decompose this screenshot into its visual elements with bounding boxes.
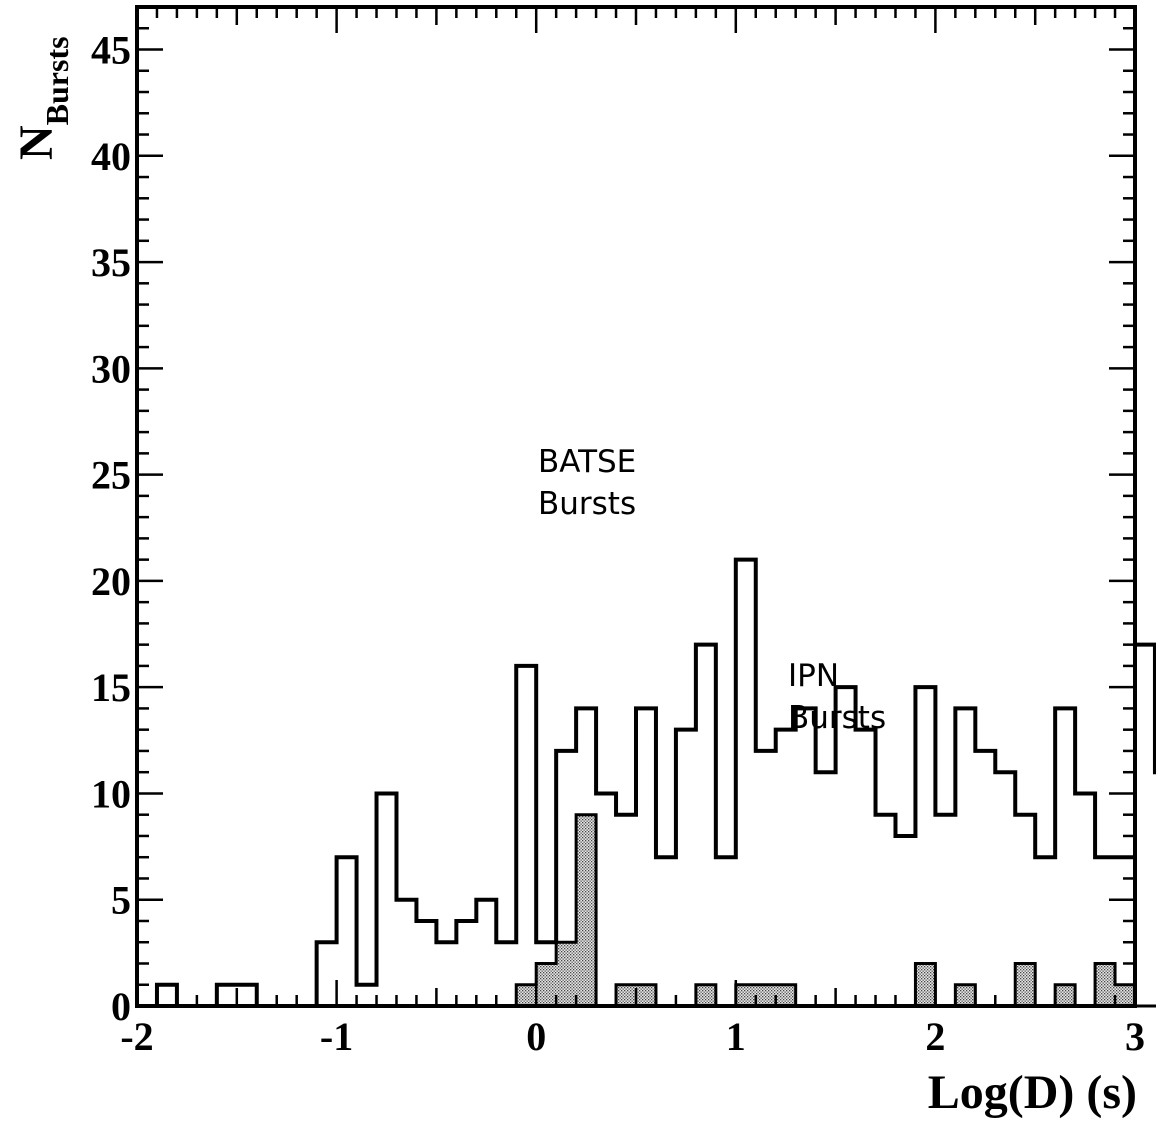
y-tick-label: 35 [91, 240, 131, 285]
x-tick-label: 1 [726, 1014, 746, 1059]
ipn-annotation: IPN Bursts [788, 658, 886, 736]
y-tick-label: 10 [91, 771, 131, 816]
ipn-bar [1055, 984, 1076, 1006]
y-axis-title-subscript: Bursts [39, 36, 75, 125]
x-tick-label: 3 [1125, 1014, 1145, 1059]
ipn-bar [576, 814, 597, 1006]
y-tick-label: 0 [111, 984, 131, 1029]
batse-annotation-line1: BATSE [538, 444, 636, 480]
y-axis-title: NBursts [10, 36, 75, 160]
batse-histogram [137, 557, 1156, 1008]
ipn-bar [775, 984, 796, 1006]
ipn-bar [536, 963, 557, 1006]
y-tick-label: 5 [111, 878, 131, 923]
y-axis-title-main: N [10, 125, 63, 160]
x-axis-title: Log(D) (s) [928, 1066, 1137, 1119]
axis-ticks [135, 5, 1137, 1008]
x-tick-label: -2 [120, 1014, 153, 1059]
y-tick-label: 30 [91, 346, 131, 391]
ipn-bar [735, 984, 756, 1006]
ipn-bar [1095, 963, 1116, 1006]
x-tick-label: 0 [526, 1014, 546, 1059]
ipn-bar [1115, 984, 1135, 1006]
batse-annotation: BATSE Bursts [538, 444, 646, 522]
ipn-bar [955, 984, 976, 1006]
x-tick-label: 2 [925, 1014, 945, 1059]
y-tick-label: 40 [91, 134, 131, 179]
ipn-histogram [137, 813, 1156, 1008]
y-tick-label: 20 [91, 559, 131, 604]
ipn-series-line [137, 813, 1156, 1008]
y-tick-label: 45 [91, 28, 131, 73]
ipn-annotation-line2: Bursts [788, 700, 886, 736]
y-tick-label: 15 [91, 665, 131, 710]
ipn-annotation-line1: IPN [788, 658, 839, 694]
ipn-bar [755, 984, 776, 1006]
ipn-bar [915, 963, 936, 1006]
ipn-bar [695, 984, 716, 1006]
ipn-bar [556, 942, 577, 1006]
ipn-bar [616, 984, 636, 1006]
ipn-bar [516, 984, 537, 1006]
ipn-bar [1015, 963, 1036, 1006]
batse-annotation-line2: Bursts [538, 486, 636, 522]
ipn-bar [636, 984, 656, 1006]
batse-series-line [137, 557, 1156, 1008]
y-tick-label: 25 [91, 453, 131, 498]
x-tick-label: -1 [320, 1014, 353, 1059]
